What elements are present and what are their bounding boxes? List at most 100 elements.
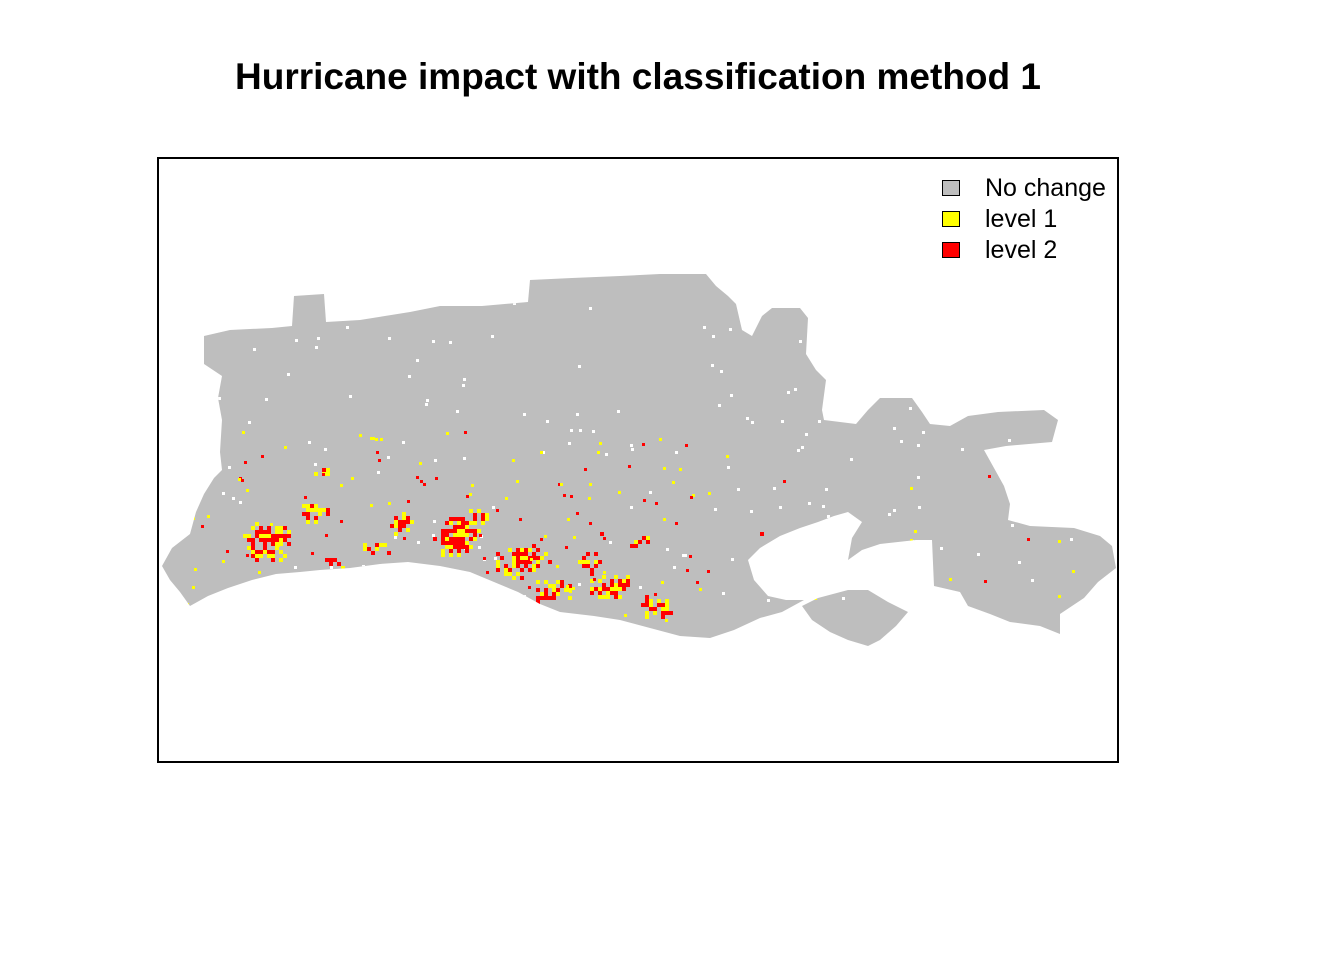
level-2-cell (461, 541, 465, 545)
level-1-cell (314, 508, 318, 512)
level-2-cell (473, 529, 477, 533)
level-2-cell (453, 537, 457, 541)
level-2-cell (306, 512, 310, 516)
nodata-cell (842, 597, 845, 600)
level-1-cell (614, 575, 618, 579)
level-2-cell (420, 597, 423, 600)
level-1-cell (270, 523, 273, 526)
level-2-cell (461, 537, 465, 541)
level-1-cell (279, 538, 283, 542)
level-1-cell (394, 520, 398, 524)
level-1-cell (359, 434, 362, 437)
nodata-cell (417, 541, 420, 544)
nodata-cell (1024, 394, 1027, 397)
nodata-cell (1070, 538, 1073, 541)
level-2-cell (516, 548, 520, 552)
level-1-cell (606, 595, 610, 599)
nodata-cell (850, 458, 853, 461)
level-1-cell (388, 502, 391, 505)
level-2-cell (251, 538, 255, 542)
nodata-cell (546, 420, 549, 423)
level-1-cell (275, 546, 279, 550)
level-2-cell (661, 603, 665, 607)
level-1-cell (838, 582, 841, 585)
level-1-cell (1072, 570, 1075, 573)
level-2-cell (626, 579, 630, 583)
level-1-cell (508, 572, 512, 576)
level-2-cell (610, 579, 614, 583)
nodata-cell (818, 420, 821, 423)
nodata-cell (801, 446, 804, 449)
level-1-cell (441, 549, 445, 553)
level-1-cell (556, 592, 560, 596)
nodata-cell (1069, 310, 1072, 313)
level-1-cell (258, 571, 261, 574)
level-1-cell (306, 520, 310, 524)
nodata-cell (478, 546, 481, 549)
level-2-cell (496, 568, 500, 572)
level-2-cell (398, 528, 402, 532)
nodata-cell (1008, 483, 1011, 486)
level-1-cell (370, 504, 373, 507)
nodata-cell (797, 302, 800, 305)
level-2-cell (486, 571, 489, 574)
level-2-cell (532, 544, 536, 548)
level-1-cell (814, 597, 817, 600)
level-1-cell (634, 540, 638, 544)
level-2-cell (558, 483, 561, 486)
level-1-cell (665, 619, 668, 622)
level-1-cell (267, 534, 271, 538)
level-2-cell (226, 550, 229, 553)
level-2-cell (322, 473, 325, 476)
level-2-cell (465, 521, 469, 525)
nodata-cell (799, 569, 802, 572)
level-1-cell (661, 581, 664, 584)
nodata-cell (228, 466, 231, 469)
level-2-cell (263, 542, 267, 546)
nodata-cell (787, 575, 790, 578)
level-1-cell (481, 521, 485, 525)
level-2-cell (378, 459, 381, 462)
level-2-cell (259, 538, 263, 542)
level-1-cell (699, 588, 702, 591)
level-1-cell (586, 560, 590, 564)
level-1-cell (445, 537, 449, 541)
nodata-cell (781, 420, 784, 423)
level-1-cell (793, 553, 796, 556)
level-1-cell (618, 595, 622, 599)
level-1-cell (526, 600, 529, 603)
level-1-cell (653, 611, 657, 615)
level-2-cell (516, 556, 520, 560)
level-2-cell (590, 591, 594, 595)
level-1-cell (279, 542, 283, 546)
level-1-cell (560, 483, 563, 486)
level-1-cell (649, 599, 653, 603)
level-1-cell (661, 607, 665, 611)
nodata-cell (408, 573, 411, 576)
level-1-cell (657, 599, 661, 603)
legend-label-level-2: level 2 (985, 236, 1058, 264)
level-1-cell (516, 572, 520, 576)
nodata-cell (826, 376, 829, 379)
nodata-cell (463, 378, 466, 381)
level-1-cell (540, 592, 544, 596)
level-1-cell (597, 451, 600, 454)
level-2-cell (590, 572, 594, 576)
level-1-cell (259, 534, 263, 538)
level-1-cell (255, 522, 259, 526)
level-2-cell (654, 593, 657, 596)
nodata-cell (617, 410, 620, 413)
nodata-cell (682, 554, 685, 557)
level-2-cell (271, 550, 275, 554)
level-2-cell (330, 611, 333, 614)
nodata-cell (918, 506, 921, 509)
level-2-cell (496, 552, 500, 556)
level-2-cell (304, 585, 307, 588)
level-1-cell (326, 468, 330, 472)
level-1-cell (524, 556, 528, 560)
level-1-cell (663, 518, 666, 521)
level-2-cell (548, 596, 552, 600)
level-2-cell (589, 522, 592, 525)
level-2-cell (556, 588, 560, 592)
